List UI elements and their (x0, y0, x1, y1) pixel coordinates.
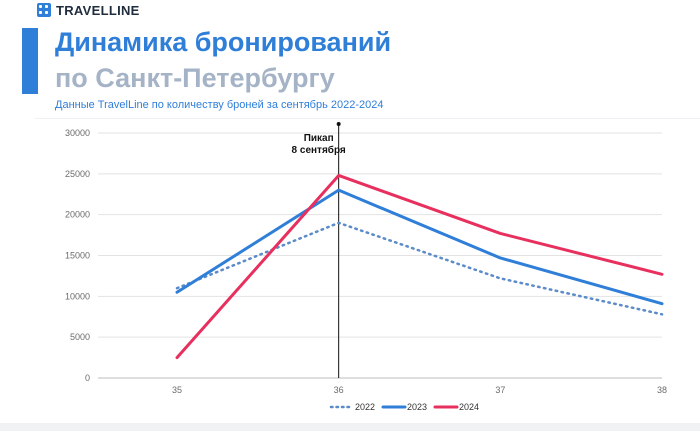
legend-label: 2022 (355, 402, 375, 412)
y-tick-label: 10000 (65, 291, 90, 301)
y-tick-label: 0 (85, 373, 90, 383)
y-tick-label: 20000 (65, 210, 90, 220)
page-title-secondary: по Санкт-Петербургу (55, 63, 335, 93)
y-tick-label: 25000 (65, 169, 90, 179)
page-subtitle: Данные TravelLine по количеству броней з… (55, 99, 384, 111)
title-accent-bar (22, 28, 38, 94)
chart-panel (35, 118, 700, 424)
x-tick-label: 37 (495, 385, 505, 395)
footer-strip (0, 423, 700, 431)
x-tick-label: 38 (657, 385, 667, 395)
series-line-2023 (175, 188, 664, 306)
series-line-2022 (175, 221, 664, 316)
legend-label: 2024 (459, 402, 479, 412)
y-tick-label: 30000 (65, 128, 90, 138)
page-title: Динамика бронирований (55, 27, 392, 57)
y-tick-label: 15000 (65, 251, 90, 261)
brand-logo: TRAVELLINE (37, 1, 140, 19)
brand-name: TRAVELLINE (56, 2, 140, 18)
x-tick-label: 36 (334, 385, 344, 395)
x-tick-label: 35 (172, 385, 182, 395)
series-line-2024 (175, 173, 664, 360)
y-tick-label: 5000 (70, 332, 90, 342)
grid-logo-icon (37, 3, 51, 17)
annotation-label: 8 сентября (292, 144, 346, 156)
annotation-marker (336, 122, 341, 126)
legend-label: 2023 (407, 402, 427, 412)
annotation-label: Пикап (304, 133, 334, 144)
